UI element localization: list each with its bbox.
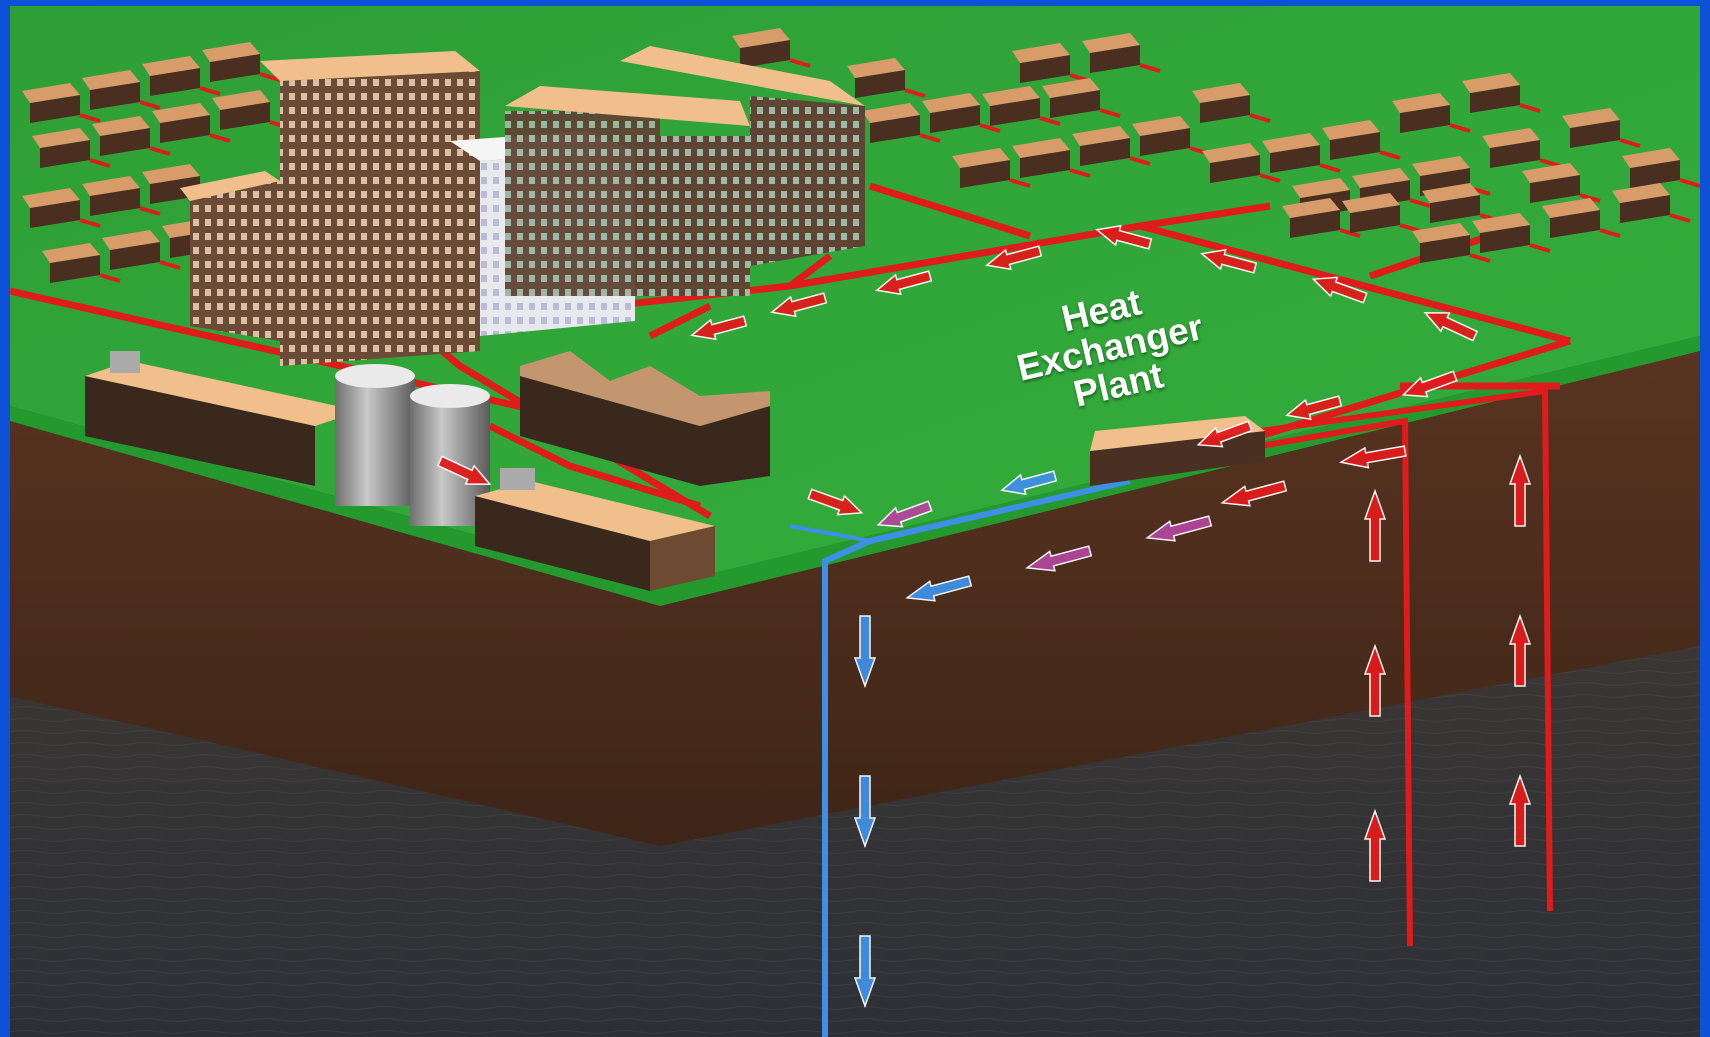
red-arrow-icon [1363, 488, 1387, 562]
house [1322, 120, 1401, 160]
house [1562, 108, 1641, 148]
house [982, 86, 1061, 126]
cold-return-pipe [789, 478, 1131, 1037]
purple-arrow-icon [876, 500, 933, 528]
house [142, 56, 221, 96]
house [1482, 128, 1561, 168]
red-arrow-icon [1508, 453, 1532, 527]
house [102, 230, 181, 270]
red-arrow-icon [875, 270, 933, 296]
soil-layer [10, 336, 1700, 846]
red-arrow-icon [1508, 773, 1532, 847]
house [862, 103, 941, 143]
red-arrow-icon [690, 315, 748, 341]
blue-arrow-icon [853, 775, 877, 849]
blue-arrow-icon [853, 615, 877, 689]
house [952, 148, 1031, 188]
house [1622, 148, 1700, 188]
hot-wells [1259, 387, 1553, 947]
house [1262, 133, 1341, 173]
red-arrow-icon [807, 488, 864, 516]
house [92, 116, 171, 156]
red-arrow-icon [1401, 370, 1458, 398]
house [1012, 138, 1091, 178]
house [82, 176, 161, 216]
red-arrow-icon [1095, 224, 1153, 250]
grass-edge [10, 336, 1700, 606]
house [1082, 33, 1161, 73]
blue-arrow-icon [1000, 470, 1058, 496]
blue-arrow-icon [905, 575, 973, 602]
house [1282, 198, 1361, 238]
house [1522, 163, 1601, 203]
houses [22, 28, 1700, 283]
house [1612, 183, 1691, 223]
city-buildings [180, 46, 865, 366]
house [847, 58, 926, 98]
house [82, 70, 161, 110]
red-arrow-icon [1200, 248, 1258, 274]
underground-flow-arrows [853, 445, 1532, 1009]
red-arrow-icon [1338, 445, 1407, 469]
house [1342, 193, 1421, 233]
red-arrow-icon [770, 292, 828, 318]
red-arrow-icon [1363, 808, 1387, 882]
red-arrow-icon [1363, 643, 1387, 717]
house [1412, 223, 1491, 263]
surface-flow-arrows [436, 224, 1479, 528]
scene-illustration [10, 6, 1700, 1037]
house [732, 28, 811, 68]
red-arrow-icon [1196, 420, 1253, 448]
house [42, 243, 121, 283]
house [1072, 126, 1151, 166]
purple-arrow-icon [1025, 545, 1093, 572]
house [202, 42, 281, 82]
house [22, 83, 101, 123]
house [922, 93, 1001, 133]
house [1202, 143, 1281, 183]
house [1462, 73, 1541, 113]
house [1392, 93, 1471, 133]
industrial-area [85, 351, 770, 591]
red-arrow-icon [985, 245, 1043, 271]
blue-arrow-icon [853, 935, 877, 1009]
house [152, 103, 231, 143]
red-arrow-icon [1423, 311, 1479, 342]
purple-arrow-icon [1145, 515, 1213, 542]
red-arrow-icon [1285, 395, 1343, 421]
house [1472, 213, 1551, 253]
house [1542, 198, 1621, 238]
red-arrow-icon [1508, 613, 1532, 687]
red-arrow-icon [1220, 480, 1288, 507]
house [32, 128, 111, 168]
house [1192, 83, 1271, 123]
house [1042, 78, 1121, 118]
house [22, 188, 101, 228]
red-arrow-icon [1311, 276, 1368, 304]
district-heating-diagram: Heat Exchanger Plant [10, 6, 1700, 1037]
red-arrow-icon [436, 455, 492, 486]
